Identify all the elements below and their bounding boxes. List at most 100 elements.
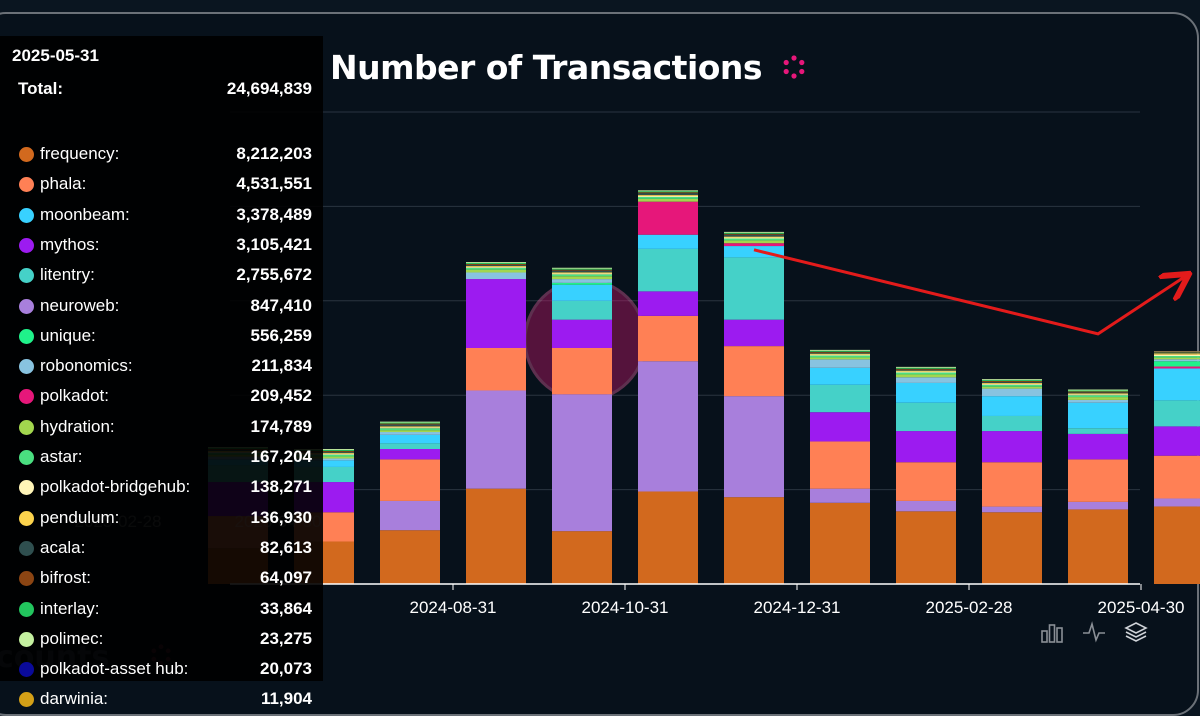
bar-segment-neuroweb[interactable] xyxy=(380,500,440,531)
bar-segment-pendulum[interactable] xyxy=(1154,353,1200,355)
bar-segment-bifrost[interactable] xyxy=(294,450,354,452)
bar-segment-unique[interactable] xyxy=(1154,361,1200,367)
bar-segment-moonbeam[interactable] xyxy=(1154,368,1200,401)
bar-segment-frequency[interactable] xyxy=(638,491,698,584)
bar-segment-interlay[interactable] xyxy=(810,350,870,352)
bar-segment-neuroweb[interactable] xyxy=(896,500,956,512)
bar-segment-pendulum[interactable] xyxy=(982,382,1042,384)
bar-segment-polimec[interactable] xyxy=(466,262,526,264)
bar-segment-astar[interactable] xyxy=(466,267,526,270)
bar-segment-robonomics[interactable] xyxy=(896,377,956,383)
bar-segment-interlay[interactable] xyxy=(294,449,354,451)
bar-segment-interlay[interactable] xyxy=(896,367,956,369)
bar-segment-astar[interactable] xyxy=(294,454,354,457)
bar-segment-mythos[interactable] xyxy=(380,449,440,460)
bar-segment-pendulum[interactable] xyxy=(466,265,526,267)
bar-segment-mythos[interactable] xyxy=(982,431,1042,463)
bar-segment-polkadot-bridgehub[interactable] xyxy=(552,273,612,275)
bar-segment-pendulum[interactable] xyxy=(810,353,870,355)
bar-segment-phala[interactable] xyxy=(466,348,526,391)
bar-segment-polkadot-bridgehub[interactable] xyxy=(896,371,956,373)
bar-segment-astar[interactable] xyxy=(1068,395,1128,398)
bar-segment-acala[interactable] xyxy=(638,193,698,196)
bar-segment-acala[interactable] xyxy=(552,270,612,273)
bar-segment-bifrost[interactable] xyxy=(724,233,784,235)
bar-segment-frequency[interactable] xyxy=(810,502,870,584)
bar-segment-polimec[interactable] xyxy=(724,231,784,233)
bar-segment-polimec[interactable] xyxy=(810,349,870,351)
bar-segment-neuroweb[interactable] xyxy=(1068,501,1128,510)
bar-segment-astar[interactable] xyxy=(810,355,870,358)
bar-segment-mythos[interactable] xyxy=(724,319,784,347)
bar-segment-acala[interactable] xyxy=(380,424,440,427)
bar-segment-litentry[interactable] xyxy=(380,443,440,450)
bar-segment-polimec[interactable] xyxy=(1068,389,1128,391)
bar-segment-moonbeam[interactable] xyxy=(1068,402,1128,429)
bar-segment-pendulum[interactable] xyxy=(638,195,698,197)
bar-segment-frequency[interactable] xyxy=(380,530,440,584)
bar-segment-moonbeam[interactable] xyxy=(724,246,784,258)
bar-segment-robonomics[interactable] xyxy=(1154,359,1200,362)
bar-segment-interlay[interactable] xyxy=(724,232,784,234)
bar-segment-bifrost[interactable] xyxy=(1154,352,1200,353)
bar-segment-frequency[interactable] xyxy=(1068,509,1128,584)
bar-segment-moonbeam[interactable] xyxy=(552,284,612,301)
bar-segment-moonbeam[interactable] xyxy=(982,396,1042,416)
bar-segment-phala[interactable] xyxy=(896,462,956,501)
bar-segment-interlay[interactable] xyxy=(552,268,612,270)
bar-segment-hydration[interactable] xyxy=(294,456,354,459)
bar-segment-robonomics[interactable] xyxy=(466,272,526,280)
bar-segment-darwinia[interactable] xyxy=(1154,351,1200,352)
bar-segment-interlay[interactable] xyxy=(982,380,1042,382)
bar-segment-litentry[interactable] xyxy=(1068,428,1128,434)
bar-segment-astar[interactable] xyxy=(638,196,698,199)
stack-icon[interactable] xyxy=(1124,620,1148,644)
bar-segment-bifrost[interactable] xyxy=(896,368,956,370)
bar-segment-mythos[interactable] xyxy=(638,291,698,316)
bar-segment-phala[interactable] xyxy=(552,348,612,395)
bar-segment-litentry[interactable] xyxy=(552,300,612,320)
bar-segment-neuroweb[interactable] xyxy=(724,396,784,498)
bar-segment-bifrost[interactable] xyxy=(1068,391,1128,393)
bar-segment-moonbeam[interactable] xyxy=(896,382,956,403)
bar-segment-acala[interactable] xyxy=(896,369,956,371)
bar-segment-litentry[interactable] xyxy=(896,402,956,432)
bar-segment-interlay[interactable] xyxy=(466,263,526,264)
bar-segment-hydration[interactable] xyxy=(1154,357,1200,360)
bar-segment-moonbeam[interactable] xyxy=(294,460,354,467)
bar-segment-unique[interactable] xyxy=(552,282,612,285)
bar-segment-interlay[interactable] xyxy=(1068,390,1128,392)
bar-segment-bifrost[interactable] xyxy=(982,381,1042,382)
bar-segment-moonbeam[interactable] xyxy=(380,434,440,444)
bar-segment-litentry[interactable] xyxy=(982,415,1042,432)
bar-segment-litentry[interactable] xyxy=(1154,400,1200,427)
bar-segment-bifrost[interactable] xyxy=(638,192,698,194)
bar-segment-astar[interactable] xyxy=(982,384,1042,387)
bar-segment-bifrost[interactable] xyxy=(810,351,870,353)
bar-segment-frequency[interactable] xyxy=(1154,506,1200,584)
bar-segment-pendulum[interactable] xyxy=(380,426,440,428)
bar-segment-bifrost[interactable] xyxy=(552,269,612,271)
bar-segment-hydration[interactable] xyxy=(638,198,698,202)
bar-segment-polimec[interactable] xyxy=(638,190,698,192)
bar-segment-litentry[interactable] xyxy=(724,257,784,320)
bar-chart-icon[interactable] xyxy=(1040,620,1064,644)
bar-segment-phala[interactable] xyxy=(1154,455,1200,499)
bar-segment-pendulum[interactable] xyxy=(552,272,612,274)
bar-segment-polkadot-bridgehub[interactable] xyxy=(638,196,698,197)
bar-segment-mythos[interactable] xyxy=(896,431,956,463)
bar-segment-polkadot-bridgehub[interactable] xyxy=(380,427,440,429)
bar-segment-frequency[interactable] xyxy=(552,531,612,584)
bar-segment-polimec[interactable] xyxy=(380,421,440,423)
bar-segment-litentry[interactable] xyxy=(810,384,870,413)
bar-segment-phala[interactable] xyxy=(982,462,1042,507)
bar-segment-robonomics[interactable] xyxy=(380,432,440,435)
bar-segment-moonbeam[interactable] xyxy=(638,234,698,249)
bar-segment-mythos[interactable] xyxy=(466,279,526,348)
bar-segment-neuroweb[interactable] xyxy=(638,361,698,492)
bar-segment-acala[interactable] xyxy=(294,451,354,453)
bar-segment-pendulum[interactable] xyxy=(1068,393,1128,395)
bar-segment-phala[interactable] xyxy=(380,459,440,501)
bar-segment-polkadot[interactable] xyxy=(724,243,784,247)
bar-segment-hydration[interactable] xyxy=(380,430,440,433)
